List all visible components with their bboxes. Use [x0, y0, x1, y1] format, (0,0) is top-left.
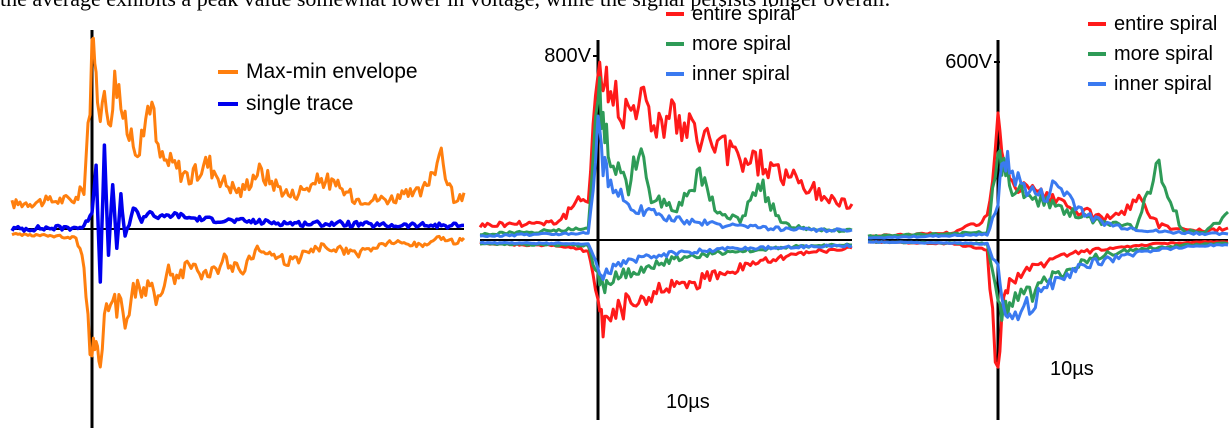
series-inner-spiral-upper: [867, 149, 1229, 240]
y-tick-label: 800V: [544, 45, 591, 67]
chart-envelope-vs-single: Max-min envelope single trace: [10, 30, 466, 428]
series-entire-spiral-lower: [867, 240, 1229, 369]
series-inner-spiral-lower: [867, 240, 1229, 322]
series-entire-spiral-upper: [478, 60, 854, 229]
chart-600v-spiral: 600V 10µs entire spiral more spiral inner sp…: [867, 13, 1230, 420]
legend-item-more-spiral: more spiral: [1088, 43, 1213, 65]
legend-label: inner spiral: [692, 63, 790, 85]
legend-label: inner spiral: [1114, 73, 1212, 95]
legend-label: more spiral: [692, 33, 791, 55]
legend: Max-min envelope single trace: [218, 60, 418, 115]
series-inner-spiral-upper: [479, 114, 853, 238]
legend: entire spiral more spiral inner spiral: [1088, 13, 1217, 95]
x-scale-label: 10µs: [1050, 358, 1094, 380]
figure-caption: the average exhibits a peak value somewh…: [0, 0, 1232, 12]
series-max-min-envelope-upper: [10, 36, 466, 210]
legend-item-entire-spiral: entire spiral: [1088, 13, 1217, 35]
series-max-min-envelope-lower: [11, 232, 466, 369]
legend-label: Max-min envelope: [246, 60, 418, 83]
legend-item-inner-spiral: inner spiral: [666, 63, 790, 85]
chart-800v-spiral: 800V 10µs entire spiral more spiral inner sp…: [478, 3, 854, 420]
legend-label: entire spiral: [692, 3, 795, 25]
series-more-spiral-upper: [479, 76, 853, 237]
legend-item-single-trace: single trace: [218, 92, 353, 115]
plot-area: [867, 40, 1230, 420]
series-more-spiral-lower: [479, 242, 853, 295]
legend-item-max-min-envelope: Max-min envelope: [218, 60, 418, 83]
legend-label: more spiral: [1114, 43, 1213, 65]
series-single-trace: [10, 143, 464, 284]
legend-item-inner-spiral: inner spiral: [1088, 73, 1212, 95]
series-entire-spiral-upper: [867, 111, 1229, 238]
x-scale-label: 10µs: [666, 391, 710, 413]
legend: entire spiral more spiral inner spiral: [666, 3, 795, 85]
legend-label: entire spiral: [1114, 13, 1217, 35]
plot-area: [478, 40, 854, 420]
y-tick-label: 600V: [945, 51, 992, 73]
legend-label: single trace: [246, 92, 353, 115]
series-inner-spiral-lower: [479, 240, 853, 281]
series-entire-spiral-lower: [479, 241, 853, 339]
plot-area: [10, 30, 466, 428]
legend-item-more-spiral: more spiral: [666, 33, 791, 55]
legend-item-entire-spiral: entire spiral: [666, 3, 795, 25]
